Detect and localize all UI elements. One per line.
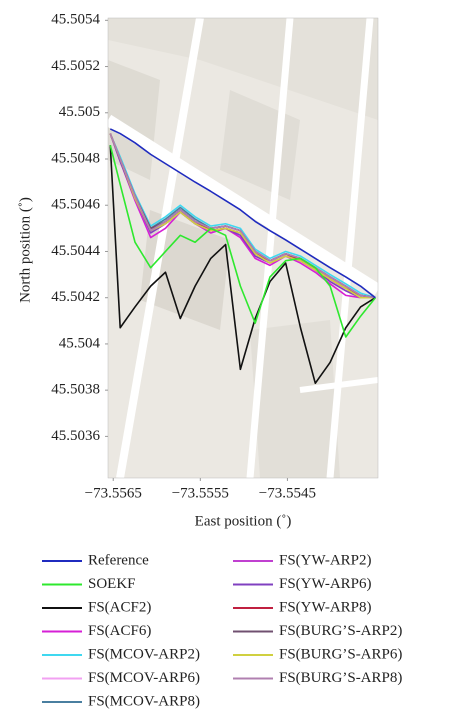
y-tick-label: 45.505 <box>59 104 100 120</box>
legend-label: FS(YW-ARP8) <box>279 599 372 615</box>
legend-label: FS(BURG’S-ARP8) <box>279 670 402 686</box>
legend-label: SOEKF <box>88 576 136 592</box>
legend-label: FS(MCOV-ARP2) <box>88 646 200 662</box>
legend-label: FS(ACF6) <box>88 623 151 639</box>
map-background <box>108 18 378 478</box>
y-tick-label: 45.5042 <box>51 289 100 305</box>
series-line <box>109 133 376 299</box>
legend-label: FS(ACF2) <box>88 599 151 615</box>
x-tick-label: −73.5565 <box>85 485 142 501</box>
legend-label: FS(MCOV-ARP8) <box>88 693 200 709</box>
y-tick-label: 45.5048 <box>51 150 100 166</box>
series-line <box>109 133 376 299</box>
y-tick-label: 45.5038 <box>51 382 100 398</box>
x-tick-label: −73.5545 <box>259 485 316 501</box>
y-tick-label: 45.5046 <box>51 197 100 213</box>
x-tick-label: −73.5555 <box>172 485 229 501</box>
legend-label: FS(MCOV-ARP6) <box>88 670 200 686</box>
x-axis-label: East position (˚) <box>195 513 292 529</box>
legend-label: Reference <box>88 552 149 568</box>
series-line <box>109 144 377 338</box>
series-line <box>109 145 376 385</box>
y-tick-label: 45.5044 <box>51 243 100 259</box>
legend-label: FS(YW-ARP6) <box>279 576 372 592</box>
y-tick-label: 45.5036 <box>51 428 100 444</box>
y-tick-label: 45.5052 <box>51 58 100 74</box>
series-line <box>109 133 376 299</box>
y-tick-label: 45.504 <box>59 335 101 351</box>
y-tick-label: 45.5054 <box>51 12 100 28</box>
y-axis-label: North position (˚) <box>17 197 33 303</box>
legend-label: FS(BURG’S-ARP2) <box>279 623 402 639</box>
series-line <box>109 133 376 299</box>
legend-label: FS(BURG’S-ARP6) <box>279 646 402 662</box>
lines <box>109 128 377 385</box>
plot-frame <box>107 17 379 479</box>
legend-label: FS(YW-ARP2) <box>279 552 372 568</box>
series-line <box>109 128 376 299</box>
